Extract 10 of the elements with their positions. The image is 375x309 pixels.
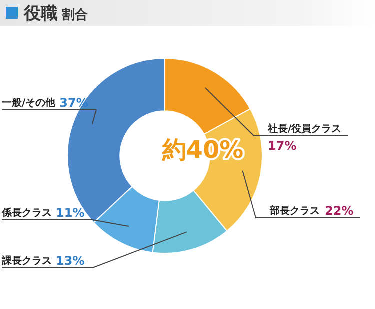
slice-label: 社長/役員クラス (267, 123, 342, 135)
chart-title: 役職 割合 (24, 4, 88, 24)
slice-label: 係長クラス (1, 207, 52, 219)
slice-label: 部長クラス (269, 205, 320, 217)
data-label: 22% (325, 204, 354, 218)
slice-label: 課長クラス (1, 255, 52, 267)
data-label: 11% (56, 206, 85, 220)
data-label: 13% (56, 254, 85, 268)
slice-label: 一般/その他 (2, 97, 57, 109)
data-label: 17% (268, 139, 297, 153)
